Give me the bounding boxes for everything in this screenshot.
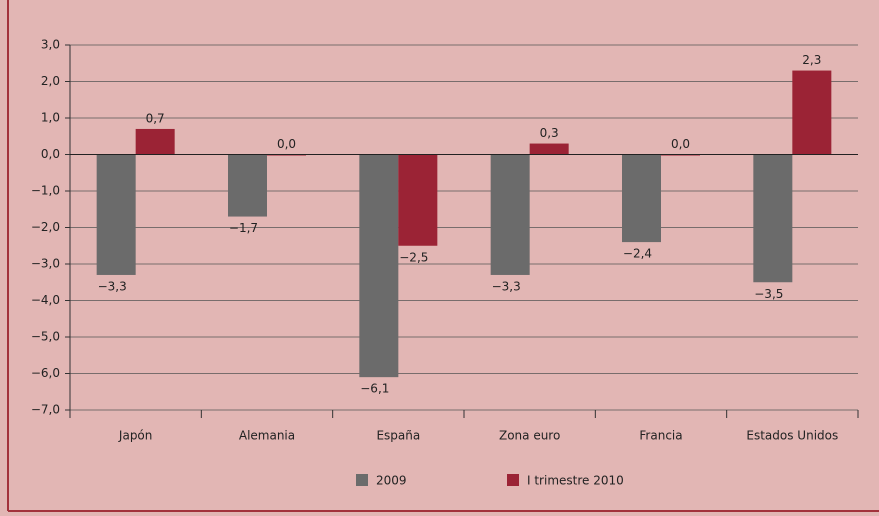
value-label: −1,7	[229, 221, 258, 235]
bar	[622, 154, 661, 243]
value-label: −3,5	[754, 287, 783, 301]
value-label: −3,3	[98, 279, 127, 293]
bar	[529, 143, 569, 155]
value-label: 0,0	[671, 137, 690, 151]
bar	[792, 70, 832, 155]
x-tick-label: Francia	[639, 429, 682, 443]
value-label: −2,4	[623, 247, 652, 261]
value-label: 0,7	[146, 111, 165, 125]
legend-label: I trimestre 2010	[527, 474, 624, 488]
value-label: 0,3	[540, 126, 559, 140]
y-tick-label: 3,0	[41, 38, 60, 52]
y-tick-label: −4,0	[31, 293, 60, 307]
y-tick-label: −2,0	[31, 220, 60, 234]
bar	[753, 154, 793, 283]
value-label: −3,3	[492, 279, 521, 293]
x-tick-label: España	[376, 429, 420, 443]
y-tick-label: 0,0	[41, 147, 60, 161]
bar	[398, 154, 438, 246]
x-tick-label: Japón	[118, 429, 152, 443]
bar	[490, 154, 530, 275]
x-tick-label: Estados Unidos	[746, 429, 838, 443]
value-label: −2,5	[399, 250, 428, 264]
bar	[359, 154, 399, 378]
y-tick-label: 1,0	[41, 111, 60, 125]
bar	[228, 154, 267, 217]
x-tick-label: Zona euro	[499, 429, 560, 443]
y-tick-label: 2,0	[41, 74, 60, 88]
y-tick-label: −5,0	[31, 330, 60, 344]
value-label: −6,1	[360, 382, 389, 396]
value-label: 0,0	[277, 137, 296, 151]
value-label: 2,3	[802, 53, 821, 67]
x-tick-label: Alemania	[239, 429, 295, 443]
legend-swatch	[356, 474, 368, 486]
y-tick-label: −1,0	[31, 184, 60, 198]
y-tick-label: −3,0	[31, 257, 60, 271]
y-tick-label: −7,0	[31, 403, 60, 417]
legend-swatch	[507, 474, 519, 486]
legend-label: 2009	[376, 474, 407, 488]
y-tick-label: −6,0	[31, 366, 60, 380]
bar	[96, 154, 136, 275]
bar	[135, 128, 175, 155]
